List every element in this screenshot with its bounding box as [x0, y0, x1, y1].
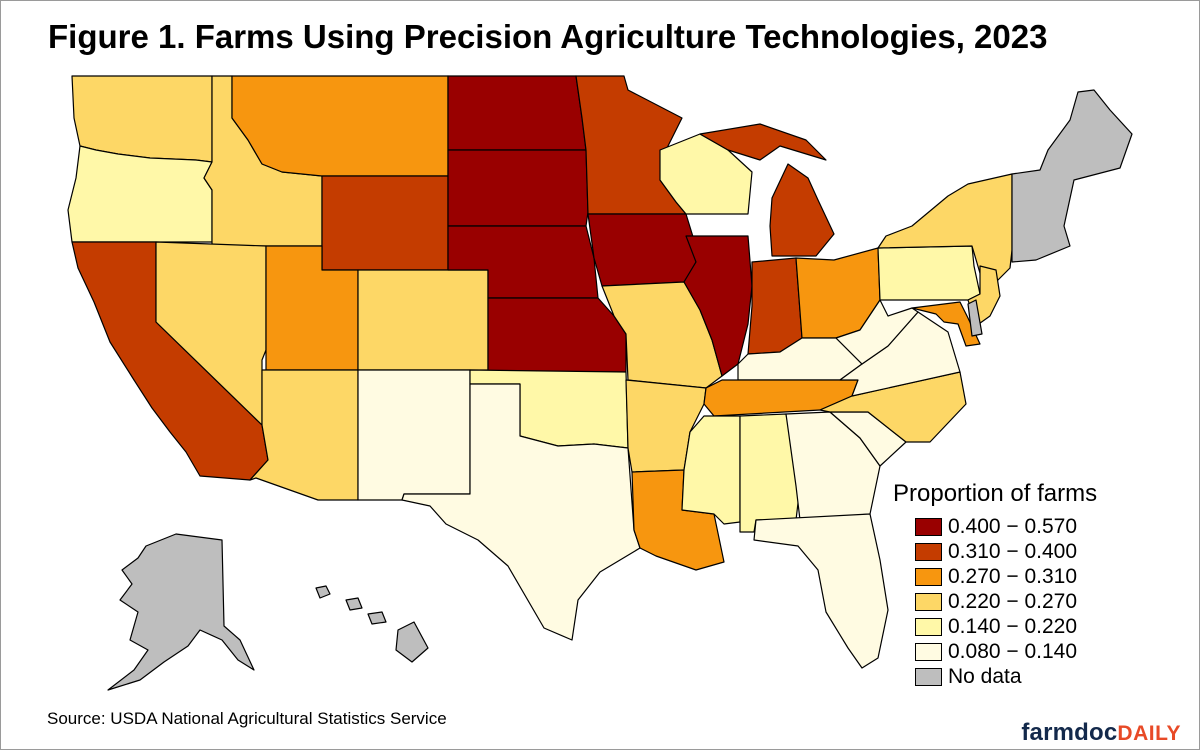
state-in: [747, 257, 803, 355]
legend-item: 0.080 − 0.140: [893, 639, 1097, 664]
legend-swatch: [915, 517, 942, 536]
state-de: [967, 299, 983, 337]
state-sd: [447, 149, 589, 227]
state-tx: [401, 383, 641, 641]
figure-title: Figure 1. Farms Using Precision Agricult…: [48, 18, 1048, 55]
legend-label: 0.310 − 0.400: [948, 539, 1078, 563]
legend-item: 0.400 − 0.570: [893, 514, 1097, 539]
logo-text-farmdoc: farmdoc: [1021, 719, 1118, 746]
legend-swatch: [915, 567, 942, 586]
legend-label: 0.140 − 0.220: [948, 614, 1078, 638]
state-mt: [231, 75, 449, 177]
legend-items: 0.400 − 0.570 0.310 − 0.400 0.270 − 0.310 0…: [893, 514, 1097, 689]
state-or: [67, 145, 213, 243]
legend-label: 0.080 − 0.140: [948, 639, 1078, 663]
legend-swatch: [915, 617, 942, 636]
state-nm: [357, 369, 471, 501]
legend-swatch: [915, 592, 942, 611]
legend-item: 0.310 − 0.400: [893, 539, 1097, 564]
map-legend: Proportion of farms 0.400 − 0.570 0.310 −…: [893, 480, 1097, 689]
legend-item: 0.140 − 0.220: [893, 614, 1097, 639]
legend-title: Proportion of farms: [893, 480, 1098, 507]
legend-label: 0.220 − 0.270: [948, 589, 1078, 613]
legend-swatch: [915, 667, 942, 686]
legend-swatch: [915, 542, 942, 561]
legend-label: 0.270 − 0.310: [948, 564, 1078, 588]
legend-item: 0.220 − 0.270: [893, 589, 1097, 614]
state-hi: [315, 585, 429, 663]
state-ak: [107, 533, 255, 691]
farmdoc-daily-logo: farmdocDAILY: [1021, 719, 1181, 747]
logo-text-daily: DAILY: [1117, 722, 1181, 745]
legend-label: 0.400 − 0.570: [948, 514, 1078, 538]
state-az: [249, 369, 359, 501]
state-ks: [487, 297, 627, 373]
source-note: Source: USDA National Agricultural Stati…: [47, 709, 447, 728]
legend-item: No data: [893, 664, 1097, 689]
legend-item: 0.270 − 0.310: [893, 564, 1097, 589]
state-mi: [699, 123, 835, 257]
state-ia: [587, 213, 697, 287]
state-co: [357, 269, 489, 371]
legend-label: No data: [948, 664, 1022, 688]
state-nd: [447, 75, 587, 151]
state-new-england: [1011, 89, 1133, 263]
state-ms: [681, 415, 741, 525]
legend-swatch: [915, 642, 942, 661]
state-wy: [321, 175, 449, 271]
state-md: [911, 301, 981, 347]
state-il: [683, 235, 753, 377]
state-pa: [877, 245, 981, 301]
state-fl: [753, 513, 889, 669]
